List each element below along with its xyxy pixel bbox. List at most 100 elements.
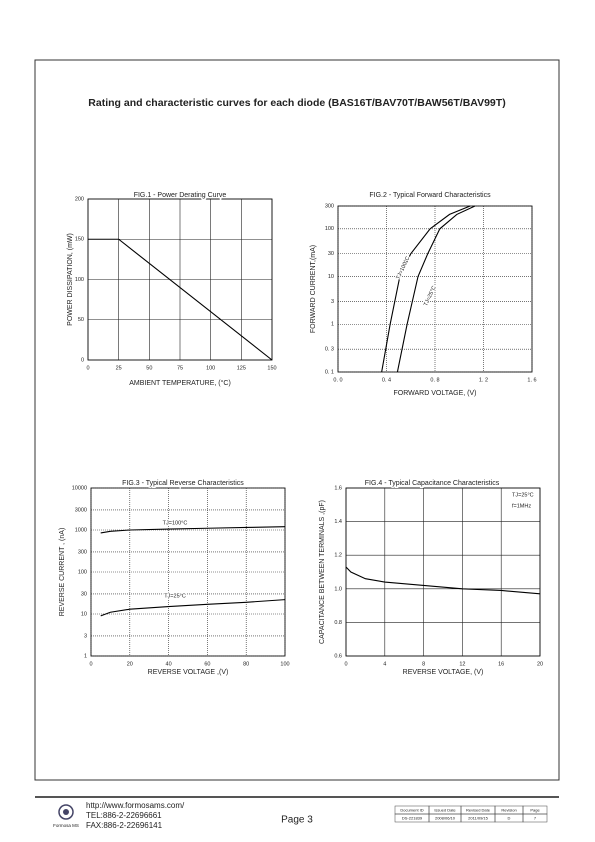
y-axis-label: REVERSE CURRENT , (nA) xyxy=(59,528,66,617)
y-tick-label: 1.4 xyxy=(334,519,342,525)
plot-frame xyxy=(345,487,541,657)
x-axis-label: REVERSE VOLTAGE ,(V) xyxy=(148,669,229,676)
curve-label: TJ=25°C xyxy=(423,285,438,307)
chart-title: FIG.1 - Power Derating Curve xyxy=(134,192,227,199)
y-tick-label: 3 xyxy=(331,299,334,305)
x-tick-label: 25 xyxy=(116,365,122,371)
x-tick-label: 125 xyxy=(237,365,246,371)
y-tick-label: 300 xyxy=(78,549,87,555)
y-tick-label: 50 xyxy=(78,317,84,323)
curve xyxy=(345,566,541,595)
footer-tel: TEL:886-2-22696661 xyxy=(86,811,162,820)
x-tick-label: 75 xyxy=(177,365,183,371)
curve xyxy=(100,526,286,534)
logo-text: Formosa MS xyxy=(53,823,79,828)
x-tick-label: 1. 6 xyxy=(527,377,536,383)
table-value: 7 xyxy=(534,816,537,821)
y-tick-label: 1 xyxy=(84,653,87,659)
footer-fax: FAX:886-2-22696141 xyxy=(86,821,163,830)
curve-label: TJ=100°C xyxy=(163,520,188,526)
x-axis-label: REVERSE VOLTAGE, (V) xyxy=(403,669,484,676)
y-tick-label: 3 xyxy=(84,633,87,639)
x-tick-label: 12 xyxy=(459,661,465,667)
plot-frame xyxy=(337,205,533,373)
curve xyxy=(381,205,471,373)
x-tick-label: 60 xyxy=(204,661,210,667)
y-axis-label: CAPACITANCE BETWEEN TERMINALS ,(pF) xyxy=(319,500,326,644)
page-border xyxy=(34,59,560,781)
y-axis-label: FORWARD CURRENT,(mA) xyxy=(310,245,317,333)
x-tick-label: 0 xyxy=(344,661,347,667)
x-tick-label: 40 xyxy=(166,661,172,667)
plot-frame xyxy=(87,198,273,361)
y-tick-label: 10 xyxy=(81,611,87,617)
y-tick-label: 3000 xyxy=(75,507,87,513)
chart: 0 4 8 12 16 20 0.6 0.8 1.0 1.2 1.4 1.6 FIG.4 - Typic… xyxy=(319,478,543,676)
table-header: Revision xyxy=(501,808,516,813)
chart-title: FIG.3 - Typical Reverse Characteristics xyxy=(122,480,244,487)
x-tick-label: 80 xyxy=(243,661,249,667)
doc-info-table: Document ID DS-221839 Issued Date 2008/06/1… xyxy=(394,805,548,823)
y-tick-label: 150 xyxy=(75,237,84,243)
y-tick-label: 100 xyxy=(78,569,87,575)
x-tick-label: 20 xyxy=(537,661,543,667)
x-tick-label: 0 xyxy=(86,365,89,371)
x-axis-label: AMBIENT TEMPERATURE, (°C) xyxy=(129,379,231,387)
y-tick-label: 1000 xyxy=(75,527,87,533)
table-value: DS-221839 xyxy=(402,816,423,821)
chart-title: FIG.2 - Typical Forward Characteristics xyxy=(369,192,491,199)
y-tick-label: 1.2 xyxy=(334,553,342,559)
y-tick-label: 100 xyxy=(325,226,334,232)
y-tick-label: 300 xyxy=(325,203,334,209)
y-axis-label: POWER DISSIPATION, (mW) xyxy=(67,233,74,326)
annotation: f=1MHz xyxy=(512,503,531,509)
page-number: Page 3 xyxy=(281,815,313,826)
y-tick-label: 0.8 xyxy=(334,620,342,626)
x-tick-label: 100 xyxy=(280,661,289,667)
y-tick-label: 0.6 xyxy=(334,653,342,659)
y-tick-label: 30 xyxy=(81,591,87,597)
table-header: Page xyxy=(530,808,540,813)
chart-title: FIG.4 - Typical Capacitance Characterist… xyxy=(365,480,500,487)
x-tick-label: 0 xyxy=(89,661,92,667)
table-cell xyxy=(522,813,548,823)
table-header: Issued Date xyxy=(434,808,456,813)
curve-label: TJ=25°C xyxy=(164,593,186,599)
x-tick-label: 0. 8 xyxy=(430,377,439,383)
y-tick-label: 1 xyxy=(331,322,334,328)
x-tick-label: 50 xyxy=(146,365,152,371)
table-value: 2011/09/15 xyxy=(468,816,488,821)
chart: 0. 0 0. 4 0. 8 1. 2 1. 6 0. 1 0. 3 1 3 10 30 100 300… xyxy=(310,190,537,397)
y-tick-label: 100 xyxy=(75,277,84,283)
curve xyxy=(88,238,273,361)
curve xyxy=(396,205,476,373)
table-header: Document ID xyxy=(400,808,423,813)
logo-mark xyxy=(58,804,74,820)
x-tick-label: 20 xyxy=(127,661,133,667)
y-tick-label: 1.0 xyxy=(334,586,342,592)
x-tick-label: 0. 0 xyxy=(333,377,342,383)
table-value: 2008/06/10 xyxy=(435,816,456,821)
page-title: Rating and characteristic curves for eac… xyxy=(88,97,505,109)
curve-label: TJ=100°C xyxy=(395,256,411,281)
x-tick-label: 8 xyxy=(422,661,425,667)
y-tick-label: 1.6 xyxy=(334,485,342,491)
x-tick-label: 1. 2 xyxy=(479,377,488,383)
y-tick-label: 0. 3 xyxy=(325,347,334,353)
y-tick-label: 10 xyxy=(328,274,334,280)
footer-url: http://www.formosams.com/ xyxy=(86,801,185,810)
x-tick-label: 0. 4 xyxy=(382,377,391,383)
chart: 0 20 40 60 80 100 1 3 10 30 100 300 1000 3000 10000 FIG… xyxy=(59,478,290,676)
plot-frame xyxy=(90,487,286,657)
y-tick-label: 200 xyxy=(75,196,84,202)
x-tick-label: 4 xyxy=(383,661,386,667)
x-tick-label: 16 xyxy=(498,661,504,667)
table-value: D xyxy=(508,816,511,821)
y-tick-label: 0. 1 xyxy=(325,369,334,375)
x-tick-label: 100 xyxy=(206,365,215,371)
x-axis-label: FORWARD VOLTAGE, (V) xyxy=(394,390,477,397)
y-tick-label: 30 xyxy=(328,251,334,257)
chart: 0 25 50 75 100 125 150 0 50 100 150 200 FIG.1 - Powe… xyxy=(67,190,277,387)
